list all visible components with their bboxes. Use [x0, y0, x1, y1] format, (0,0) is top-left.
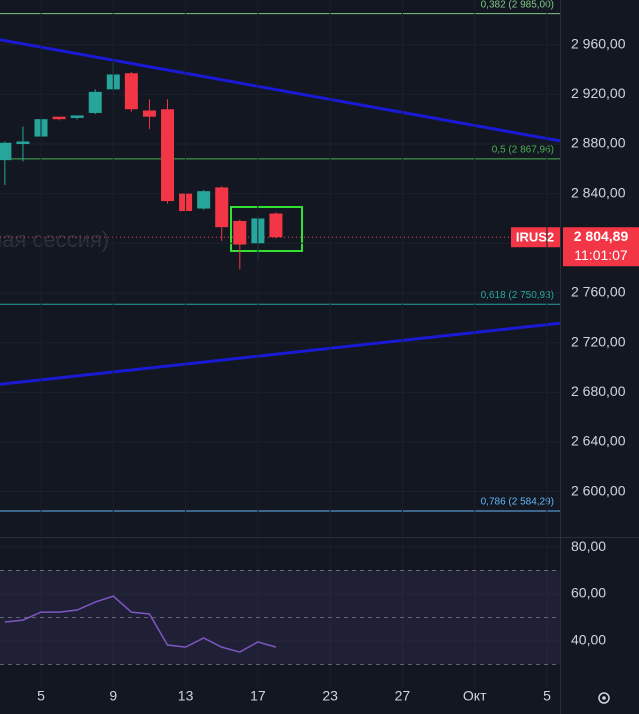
symbol-badge [511, 227, 560, 248]
x-tick-label: 23 [322, 688, 338, 704]
watermark: ная сессия) [0, 227, 109, 252]
candle-body [0, 142, 12, 161]
y-tick-label: 2 640,00 [571, 433, 626, 449]
candle-body [124, 73, 138, 110]
y-tick-label: 2 680,00 [571, 383, 626, 399]
fib-label: 0,618 (2 750,93) [481, 290, 554, 301]
fib-label: 0,382 (2 985,00) [481, 0, 554, 10]
x-tick-label: 9 [109, 688, 117, 704]
fib-label: 0,786 (2 584,29) [481, 497, 554, 508]
candle-body [215, 187, 229, 228]
fib-label: 0,5 (2 867,96) [492, 145, 554, 156]
y-tick-label: 2 880,00 [571, 135, 626, 151]
y-tick-label: 2 840,00 [571, 184, 626, 200]
candle-body [88, 91, 102, 113]
x-tick-label: 5 [37, 688, 45, 704]
x-tick-label: Окт [463, 688, 487, 704]
candle-body [269, 213, 283, 238]
candle-body [16, 141, 30, 144]
settings-icon[interactable] [598, 692, 610, 704]
x-tick-label: 27 [395, 688, 411, 704]
price-badge [563, 227, 639, 267]
trend-line [0, 38, 561, 143]
y-tick-label: 80,00 [571, 538, 606, 554]
rsi-line [4, 595, 277, 653]
y-tick-label: 2 720,00 [571, 333, 626, 349]
candle-body [70, 115, 84, 118]
y-tick-label: 2 920,00 [571, 85, 626, 101]
candle-body [52, 116, 66, 120]
y-tick-label: 2 760,00 [571, 284, 626, 300]
x-tick-label: 5 [543, 688, 551, 704]
y-tick-label: 40,00 [571, 632, 606, 648]
highlight-box [230, 206, 303, 252]
candle-body [233, 220, 247, 245]
trend-line [0, 321, 561, 386]
candle-body [161, 109, 175, 202]
x-tick-label: 17 [250, 688, 266, 704]
countdown: 11:01:07 [574, 247, 628, 263]
y-tick-label: 60,00 [571, 585, 606, 601]
candle-body [197, 191, 211, 209]
candle-body [142, 110, 156, 117]
y-tick-label: 2 600,00 [571, 482, 626, 498]
symbol-label: IRUS2 [516, 230, 554, 245]
last-price-label: 2 804,89 [574, 228, 629, 244]
x-tick-label: 13 [178, 688, 194, 704]
y-tick-label: 2 960,00 [571, 35, 626, 51]
